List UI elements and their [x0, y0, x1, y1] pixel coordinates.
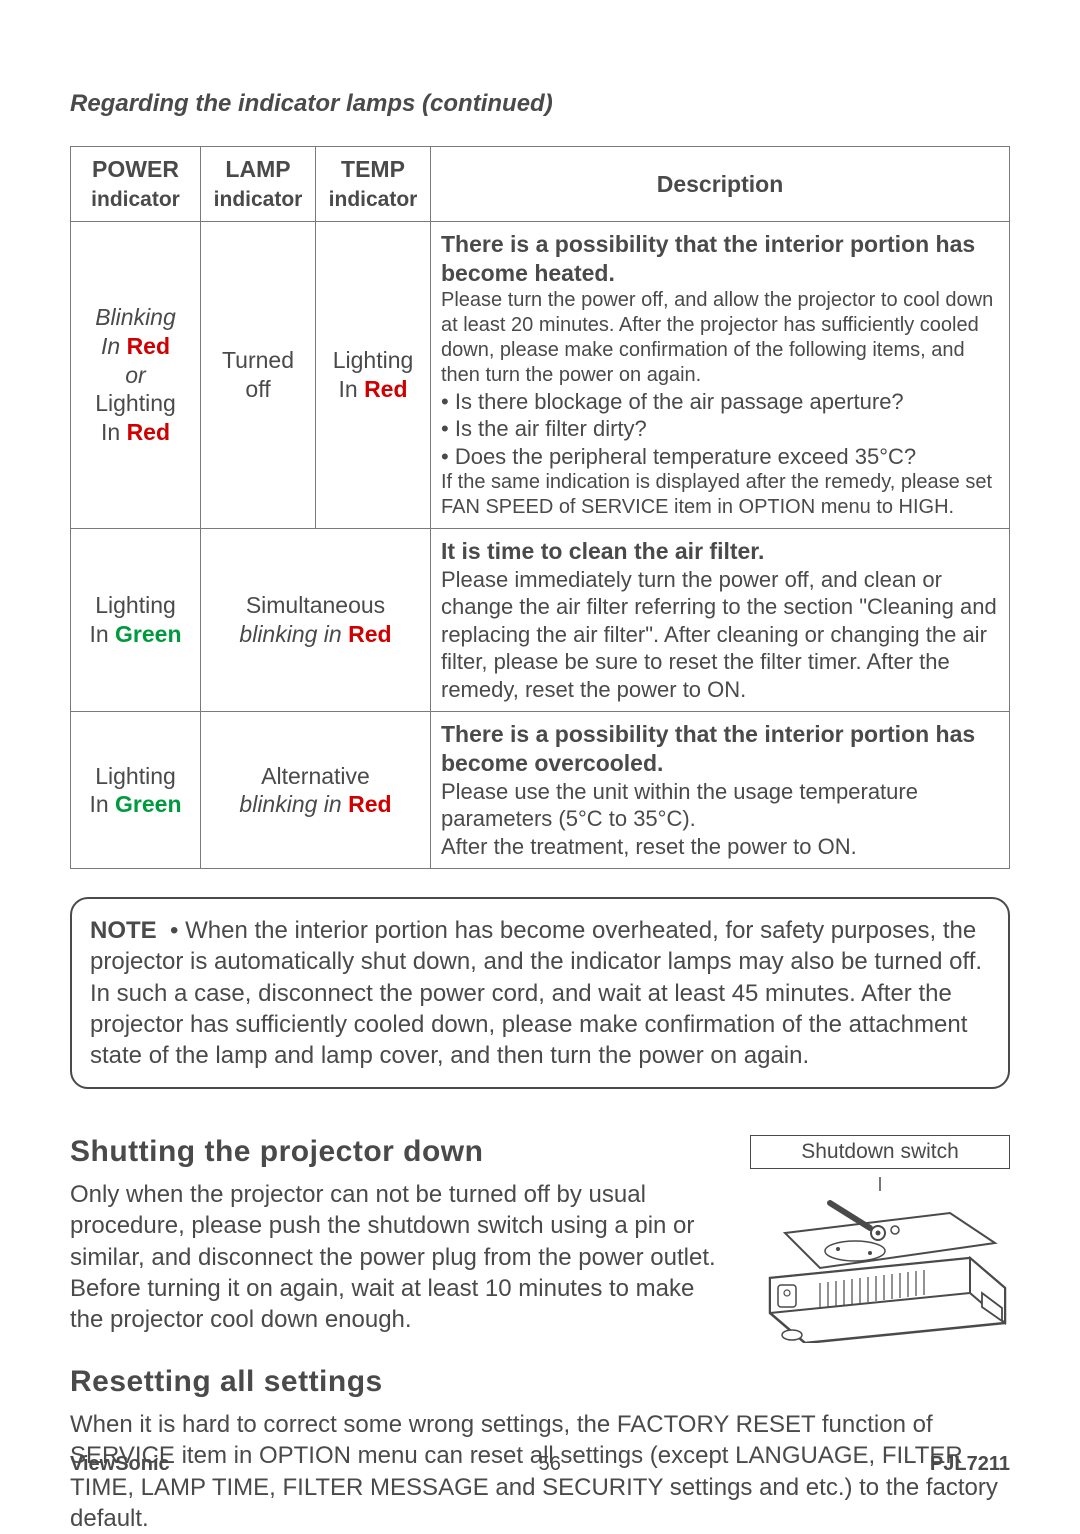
- bullet-text: Is there blockage of the air passage ape…: [455, 389, 904, 414]
- shutting-title: Shutting the projector down: [70, 1135, 726, 1169]
- th-power-sub: indicator: [91, 188, 180, 211]
- shutdown-diagram: Shutdown switch: [750, 1135, 1010, 1348]
- desc-body: Please immediately turn the power off, a…: [441, 566, 999, 704]
- bullet: • Is there blockage of the air passage a…: [441, 388, 999, 416]
- text: off: [245, 376, 270, 402]
- indicator-table: POWER indicator LAMP indicator TEMP indi…: [70, 146, 1010, 869]
- desc-head: There is a possibility that the interior…: [441, 230, 999, 288]
- th-desc: Description: [431, 147, 1010, 222]
- desc-body: Please use the unit within the usage tem…: [441, 778, 999, 861]
- resetting-title: Resetting all settings: [70, 1365, 1010, 1399]
- shutting-text: Only when the projector can not be turne…: [70, 1179, 726, 1335]
- th-power: POWER indicator: [71, 147, 201, 222]
- note-box: NOTE • When the interior portion has bec…: [70, 897, 1010, 1089]
- text: Lighting: [95, 763, 176, 789]
- cell-power: Blinking In Red or Lighting In Red: [71, 222, 201, 529]
- table-row: Blinking In Red or Lighting In Red Turne…: [71, 222, 1010, 529]
- red-text: Red: [127, 419, 170, 445]
- bullet: • Is the air filter dirty?: [441, 415, 999, 443]
- cell-desc: There is a possibility that the interior…: [431, 712, 1010, 869]
- red-text: Red: [348, 621, 391, 647]
- text: blinking in: [239, 791, 348, 817]
- text: Lighting: [333, 347, 414, 373]
- text: Lighting: [95, 390, 176, 416]
- green-text: Green: [115, 621, 181, 647]
- projector-svg: [750, 1173, 1010, 1343]
- note-bullet: •: [170, 917, 178, 944]
- th-lamp: LAMP indicator: [201, 147, 316, 222]
- cell-desc: There is a possibility that the interior…: [431, 222, 1010, 529]
- text: Blinking: [95, 304, 176, 330]
- th-temp-sub: indicator: [329, 188, 418, 211]
- text: In: [89, 621, 115, 647]
- th-power-top: POWER: [92, 156, 179, 182]
- section-title: Regarding the indicator lamps (continued…: [70, 90, 1010, 118]
- bullet-text: Does the peripheral temperature exceed 3…: [455, 444, 916, 469]
- desc-small: Please turn the power off, and allow the…: [441, 288, 999, 388]
- text: In: [101, 419, 127, 445]
- cell-power: Lighting In Green: [71, 529, 201, 712]
- red-text: Red: [348, 791, 391, 817]
- table-row: Lighting In Green Simultaneous blinking …: [71, 529, 1010, 712]
- text: In: [101, 333, 127, 359]
- th-lamp-sub: indicator: [214, 188, 303, 211]
- desc-head: There is a possibility that the interior…: [441, 720, 999, 778]
- th-lamp-top: LAMP: [225, 156, 290, 182]
- desc-tail: If the same indication is displayed afte…: [441, 470, 999, 520]
- cell-combined: Simultaneous blinking in Red: [201, 529, 431, 712]
- text: In: [89, 791, 115, 817]
- diagram-label: Shutdown switch: [750, 1135, 1010, 1169]
- th-temp-top: TEMP: [341, 156, 405, 182]
- red-text: Red: [127, 333, 170, 359]
- footer-page: 56: [539, 1453, 561, 1476]
- table-row: Lighting In Green Alternative blinking i…: [71, 712, 1010, 869]
- red-text: Red: [364, 376, 407, 402]
- bullet-text: Is the air filter dirty?: [455, 416, 647, 441]
- green-text: Green: [115, 791, 181, 817]
- footer-brand: ViewSonic: [70, 1453, 170, 1476]
- cell-combined: Alternative blinking in Red: [201, 712, 431, 869]
- text: Simultaneous: [246, 592, 385, 618]
- text: In: [338, 376, 364, 402]
- th-temp: TEMP indicator: [316, 147, 431, 222]
- shutting-section: Shutting the projector down Only when th…: [70, 1135, 1010, 1365]
- cell-temp: Lighting In Red: [316, 222, 431, 529]
- cell-power: Lighting In Green: [71, 712, 201, 869]
- note-label: NOTE: [90, 917, 157, 944]
- footer-model: PJL7211: [930, 1453, 1010, 1476]
- desc-head: It is time to clean the air filter.: [441, 537, 999, 566]
- text: or: [125, 362, 145, 388]
- text: Alternative: [261, 763, 370, 789]
- cell-desc: It is time to clean the air filter. Plea…: [431, 529, 1010, 712]
- text: Lighting: [95, 592, 176, 618]
- footer: ViewSonic 56 PJL7211: [70, 1453, 1010, 1476]
- note-text: When the interior portion has become ove…: [90, 917, 982, 1069]
- text: Turned: [222, 347, 294, 373]
- cell-lamp: Turned off: [201, 222, 316, 529]
- text: blinking in: [239, 621, 348, 647]
- bullet: • Does the peripheral temperature exceed…: [441, 443, 999, 471]
